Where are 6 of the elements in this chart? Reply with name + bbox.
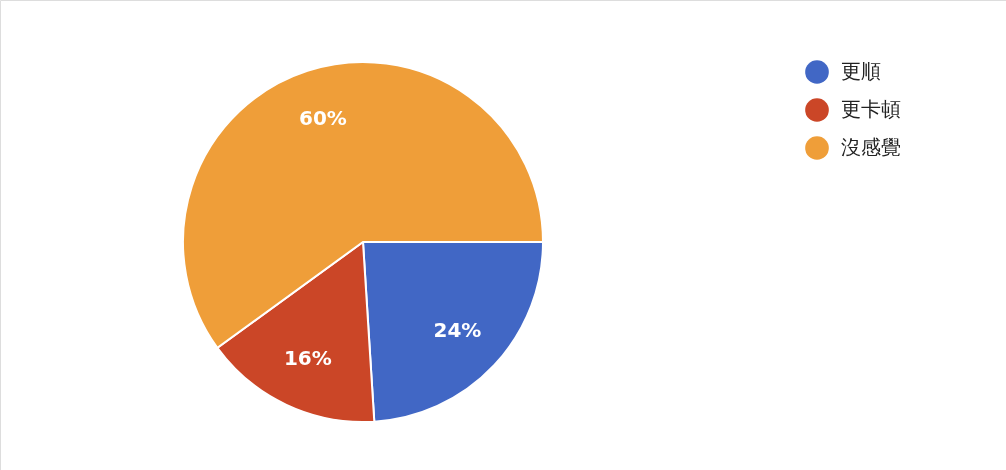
legend-label: 更順 <box>841 59 881 83</box>
data-label: 60% <box>299 105 347 130</box>
legend-label: 沒感覺 <box>841 135 901 159</box>
data-label: 16% <box>283 346 332 371</box>
legend-label: 更卡頓 <box>841 97 901 121</box>
data-label: 24% <box>433 317 482 342</box>
